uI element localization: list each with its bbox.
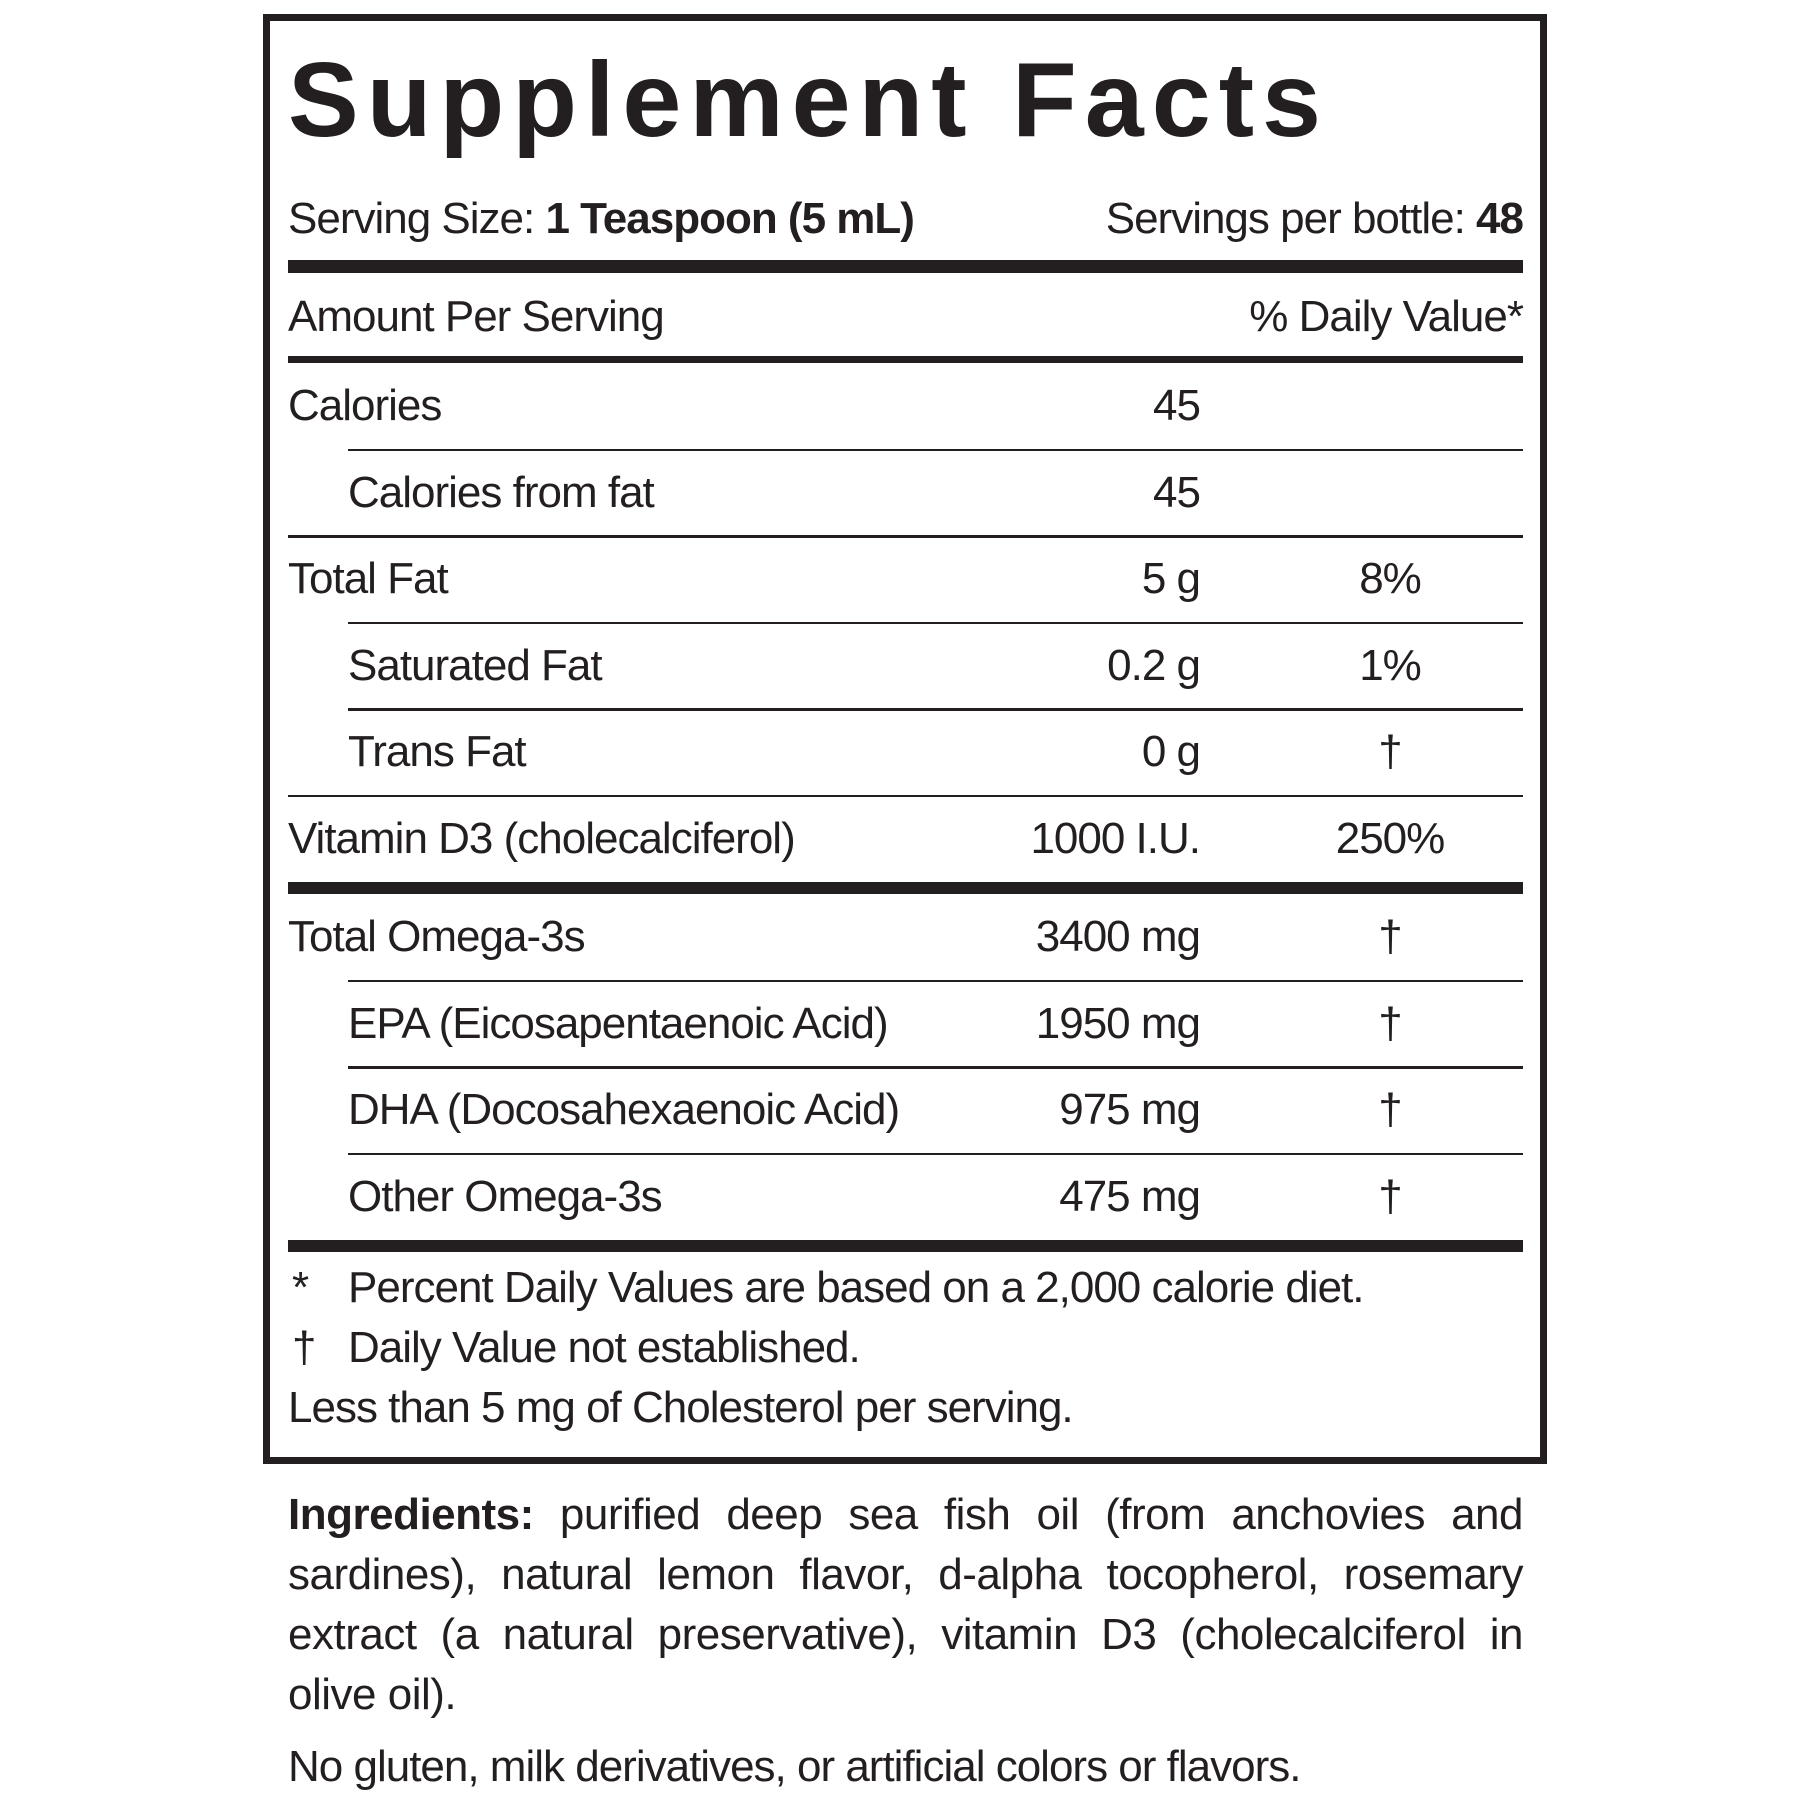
ingredients-text: purified deep sea fish oil (from anchovi… <box>288 1490 1524 1719</box>
nutrient-name: Calories from fat <box>348 467 655 517</box>
ingredients-label: Ingredients: <box>288 1490 534 1539</box>
rule <box>348 1152 1523 1155</box>
title: Supplement Facts <box>288 41 1329 159</box>
facts-panel <box>263 14 1547 1464</box>
rule <box>288 794 1523 797</box>
servings-per: Servings per bottle: 48 <box>1105 194 1524 244</box>
rule <box>288 535 1523 538</box>
ingredients: Ingredients: purified deep sea fish oil … <box>288 1485 1524 1725</box>
daily-value: † <box>1378 998 1403 1048</box>
nutrient-name: DHA (Docosahexaenoic Acid) <box>348 1085 900 1135</box>
rule <box>348 708 1523 711</box>
nutrient-amount: 5 g <box>1141 554 1201 604</box>
amount-header: Amount Per Serving <box>288 292 665 341</box>
nutrient-amount: 975 mg <box>1059 1085 1201 1135</box>
daily-value: † <box>1378 1085 1403 1135</box>
footnote-symbol: * <box>292 1263 309 1312</box>
nutrient-name: EPA (Eicosapentaenoic Acid) <box>348 998 889 1048</box>
nutrient-name: Vitamin D3 (cholecalciferol) <box>288 813 796 863</box>
dv-header: % Daily Value* <box>1249 292 1524 341</box>
nutrient-amount: 1000 I.U. <box>1030 813 1201 863</box>
daily-value: † <box>1378 727 1403 777</box>
serving-size-value: 1 Teaspoon (5 mL) <box>545 194 914 243</box>
daily-value: † <box>1378 912 1403 962</box>
nutrient-amount: 0.2 g <box>1107 640 1201 690</box>
servings-per-value: 48 <box>1476 194 1524 243</box>
rule <box>348 1066 1523 1069</box>
daily-value: 8% <box>1359 554 1422 604</box>
nutrient-name: Trans Fat <box>348 727 527 777</box>
thick-rule <box>288 1240 1523 1252</box>
footnote-text: Percent Daily Values are based on a 2,00… <box>348 1263 1365 1312</box>
free-from-note: No gluten, milk derivatives, or artifici… <box>288 1742 1301 1791</box>
nutrient-amount: 0 g <box>1141 727 1201 777</box>
nutrient-name: Total Omega-3s <box>288 912 586 962</box>
nutrient-amount: 45 <box>1153 467 1201 517</box>
footnote-text: Daily Value not established. <box>348 1323 861 1372</box>
nutrient-name: Total Fat <box>288 554 449 604</box>
nutrient-name: Saturated Fat <box>348 640 603 690</box>
rule <box>348 621 1523 624</box>
serving-size-label: Serving Size: <box>288 194 535 243</box>
thick-rule <box>288 882 1523 894</box>
nutrient-name: Other Omega-3s <box>348 1171 663 1221</box>
rule <box>288 356 1523 363</box>
rule <box>348 448 1523 451</box>
nutrient-name: Calories <box>288 381 442 431</box>
nutrient-amount: 475 mg <box>1059 1171 1201 1221</box>
footnote-symbol: † <box>292 1323 317 1372</box>
daily-value: † <box>1378 1171 1403 1221</box>
nutrient-amount: 3400 mg <box>1035 912 1201 962</box>
serving-size: Serving Size: 1 Teaspoon (5 mL) <box>288 194 915 244</box>
daily-value: 1% <box>1359 640 1422 690</box>
nutrient-amount: 45 <box>1153 381 1201 431</box>
daily-value: 250% <box>1335 813 1446 863</box>
rule <box>348 979 1523 982</box>
nutrient-amount: 1950 mg <box>1035 998 1201 1048</box>
cholesterol-note: Less than 5 mg of Cholesterol per servin… <box>288 1383 1074 1432</box>
thick-rule <box>288 260 1523 273</box>
servings-per-label: Servings per bottle: <box>1105 194 1466 243</box>
